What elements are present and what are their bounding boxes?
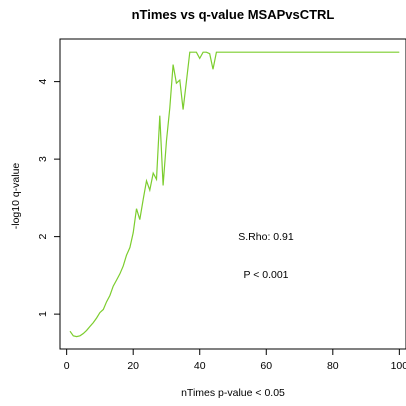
- chart-title: nTimes vs q-value MSAPvsCTRL: [132, 7, 335, 22]
- x-axis-label: nTimes p-value < 0.05: [181, 387, 285, 399]
- x-tick-label: 100: [391, 360, 406, 372]
- x-tick-label: 0: [64, 360, 70, 372]
- y-axis: 1 2 3 4: [37, 79, 60, 318]
- x-tick-label: 60: [260, 360, 272, 372]
- y-tick-label: 3: [37, 156, 49, 162]
- plot-frame: [60, 39, 406, 349]
- x-tick-label: 80: [327, 360, 339, 372]
- series-line: [70, 52, 399, 336]
- x-axis: 0 20 40 60 80 100: [64, 349, 406, 372]
- y-tick-label: 4: [37, 79, 49, 85]
- annotation-p: P < 0.001: [243, 269, 288, 281]
- x-tick-label: 20: [127, 360, 139, 372]
- y-tick-label: 1: [37, 311, 49, 317]
- y-tick-label: 2: [37, 234, 49, 240]
- y-axis-label: -log10 q-value: [10, 163, 22, 230]
- annotation-rho: S.Rho: 0.91: [238, 231, 294, 243]
- x-tick-label: 40: [194, 360, 206, 372]
